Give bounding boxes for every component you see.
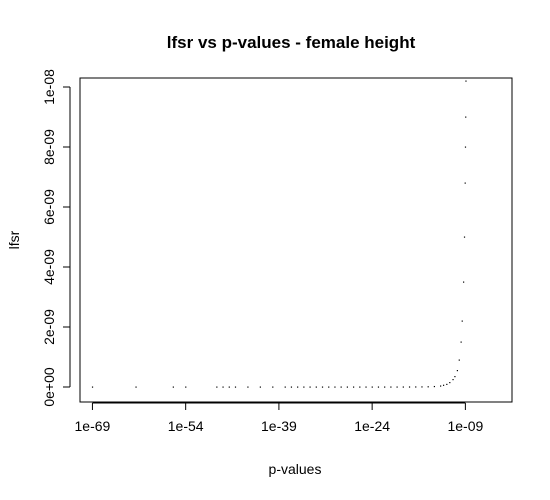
data-point <box>321 386 324 388</box>
data-point <box>463 236 466 238</box>
chart-title: lfsr vs p-values - female height <box>167 33 416 52</box>
data-point <box>433 385 436 388</box>
x-axis-label: p-values <box>269 461 322 477</box>
data-point <box>421 386 423 388</box>
data-point <box>340 386 342 388</box>
data-point <box>216 386 218 388</box>
data-point <box>303 386 305 388</box>
data-point <box>315 386 317 388</box>
data-point <box>272 386 274 388</box>
data-point <box>465 80 467 82</box>
data-point <box>346 386 348 388</box>
data-point <box>185 386 187 388</box>
data-point <box>228 386 230 388</box>
x-tick-label: 1e-24 <box>354 418 390 434</box>
data-point <box>247 386 249 388</box>
data-point <box>352 386 355 388</box>
data-point <box>172 386 174 388</box>
y-tick-label: 8e-09 <box>41 129 57 165</box>
data-point <box>463 281 465 283</box>
data-point <box>454 376 456 378</box>
y-tick-label: 1e-08 <box>41 69 57 105</box>
y-axis-label: lfsr <box>6 230 22 249</box>
data-point <box>284 386 286 388</box>
y-tick-label: 2e-09 <box>41 309 57 345</box>
data-point <box>458 359 460 361</box>
data-point <box>384 386 386 388</box>
data-point <box>390 386 392 388</box>
data-point <box>456 370 458 372</box>
data-points <box>91 80 467 388</box>
data-point <box>259 386 261 388</box>
data-point <box>135 386 137 388</box>
plot-frame <box>79 77 513 403</box>
data-point <box>427 386 429 388</box>
data-point <box>91 386 94 388</box>
data-point <box>309 386 311 388</box>
data-point <box>465 116 467 118</box>
x-tick-label: 1e-39 <box>261 418 297 434</box>
data-point <box>234 386 237 388</box>
data-point <box>396 386 398 388</box>
data-point <box>452 379 454 381</box>
data-point <box>371 386 373 388</box>
x-axis: 1e-69 1e-54 1e-39 1e-24 1e-09 <box>75 402 483 434</box>
data-point <box>222 386 224 388</box>
data-point <box>464 146 467 148</box>
data-point <box>446 383 448 385</box>
y-axis: 0e+00 2e-09 4e-09 6e-09 8e-09 1e-08 <box>41 69 71 407</box>
data-point <box>328 386 330 388</box>
data-point <box>460 341 462 343</box>
data-point <box>464 182 466 184</box>
data-point <box>440 385 442 387</box>
data-point <box>377 386 380 388</box>
x-tick-label: 1e-09 <box>447 418 483 434</box>
data-point <box>365 386 367 388</box>
data-point <box>402 386 404 388</box>
x-tick-label: 1e-69 <box>75 418 111 434</box>
x-tick-label: 1e-54 <box>168 418 204 434</box>
data-point <box>415 386 417 388</box>
data-point <box>297 386 299 388</box>
data-point <box>359 386 361 388</box>
data-point <box>461 320 463 322</box>
data-point <box>408 386 411 388</box>
y-tick-label: 0e+00 <box>41 367 57 407</box>
data-point <box>442 384 445 386</box>
data-point <box>449 382 451 384</box>
y-tick-label: 4e-09 <box>41 249 57 285</box>
data-point <box>334 386 336 388</box>
y-tick-label: 6e-09 <box>41 189 57 225</box>
data-point <box>290 386 293 388</box>
